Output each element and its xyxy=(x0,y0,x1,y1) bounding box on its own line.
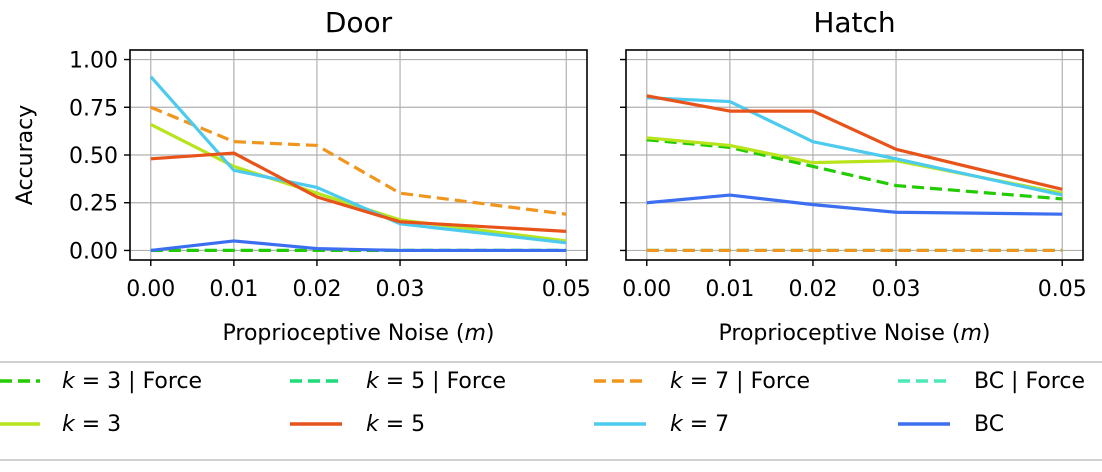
y-tick-label: 0.00 xyxy=(69,239,118,264)
panel-hatch: 0.00 0.01 0.02 0.03 0.05 Hatch Proprioceptive … xyxy=(620,6,1087,346)
x-tick-label: 0.00 xyxy=(622,277,671,302)
series-line-k-3 xyxy=(150,123,567,243)
y-tick-label: 0.50 xyxy=(69,144,118,169)
y-tick-label: 1.00 xyxy=(69,49,118,74)
x-tick-label: 0.02 xyxy=(292,277,341,302)
x-tick-label: 0.03 xyxy=(376,277,425,302)
y-axis-label: Accuracy xyxy=(13,105,38,205)
x-axis-label: Proprioceptive Noise (m) xyxy=(223,321,495,346)
series-line-k-3-force xyxy=(646,138,1063,201)
series-group xyxy=(646,94,1063,253)
legend-label: k = 5 | Force xyxy=(366,369,506,394)
series-line-k-7 xyxy=(646,96,1063,197)
x-tick-label: 0.05 xyxy=(542,277,591,302)
series-line-k-5 xyxy=(646,94,1063,191)
panel-title: Door xyxy=(325,6,393,39)
x-tick-label: 0.00 xyxy=(126,277,175,302)
series-line-bc xyxy=(646,193,1063,216)
x-tick-label: 0.05 xyxy=(1038,277,1087,302)
legend-label: k = 3 xyxy=(62,412,121,437)
x-tick-label: 0.02 xyxy=(788,277,837,302)
legend-label: k = 7 xyxy=(670,412,729,437)
legend-label: k = 5 xyxy=(366,412,425,437)
legend: k = 3 | Force k = 5 | Force k = 7 | Force B… xyxy=(0,361,1102,461)
x-axis-label: Proprioceptive Noise (m) xyxy=(719,321,991,346)
x-tick-label: 0.01 xyxy=(705,277,754,302)
x-tick-label: 0.03 xyxy=(872,277,921,302)
legend-label: BC | Force xyxy=(974,369,1085,394)
y-tick-label: 0.75 xyxy=(69,96,118,121)
legend-label: k = 7 | Force xyxy=(670,369,810,394)
series-line-k-7-force xyxy=(150,105,567,216)
series-group xyxy=(149,75,567,253)
legend-label: k = 3 | Force xyxy=(62,369,202,394)
panel-door: 0.00 0.01 0.02 0.03 0.05 0.00 0.25 0.50 0.75 1.00… xyxy=(13,6,591,346)
x-tick-label: 0.01 xyxy=(209,277,258,302)
panel-title: Hatch xyxy=(813,6,895,39)
legend-label: BC xyxy=(974,412,1004,437)
series-line-k-7 xyxy=(149,75,567,245)
y-tick-label: 0.25 xyxy=(69,192,118,217)
series-line-k-5 xyxy=(150,151,567,233)
series-line-bc xyxy=(150,239,567,253)
